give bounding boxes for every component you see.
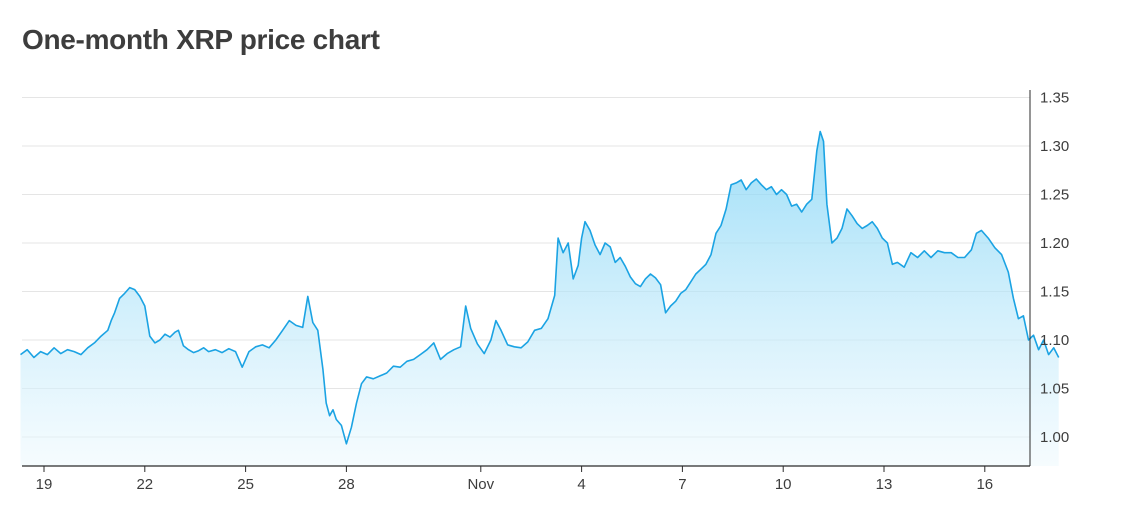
x-tick-label: 25	[237, 476, 254, 493]
x-tick-label: Nov	[467, 476, 494, 493]
x-tick-label: 22	[136, 476, 153, 493]
y-tick-label: 1.00	[1040, 429, 1069, 446]
y-tick-label: 1.20	[1040, 235, 1069, 252]
x-tick-label: 13	[876, 476, 893, 493]
x-tick-label: 28	[338, 476, 355, 493]
y-axis: 1.00 1.05 1.10 1.15 1.20 1.25 1.30 1.35	[1040, 90, 1069, 447]
y-tick-label: 1.05	[1040, 381, 1069, 398]
price-area-fill	[20, 131, 1059, 466]
y-tick-label: 1.30	[1040, 138, 1069, 155]
price-line	[20, 130, 1060, 445]
x-tick-label: 19	[36, 476, 53, 493]
x-tick-label: 10	[775, 476, 792, 493]
x-tick-label: 7	[678, 476, 686, 493]
x-axis: 19 22 25 28 Nov 4 7 10 13 16	[22, 90, 1031, 493]
y-tick-label: 1.25	[1040, 187, 1069, 204]
x-tick-label: 4	[577, 476, 585, 493]
y-tick-label: 1.10	[1040, 332, 1069, 349]
chart-title: One-month XRP price chart	[22, 24, 380, 55]
price-line-path	[20, 130, 1060, 445]
y-tick-label: 1.35	[1040, 90, 1069, 107]
y-tick-label: 1.15	[1040, 284, 1069, 301]
price-area	[20, 131, 1059, 466]
x-tick-label: 16	[976, 476, 993, 493]
